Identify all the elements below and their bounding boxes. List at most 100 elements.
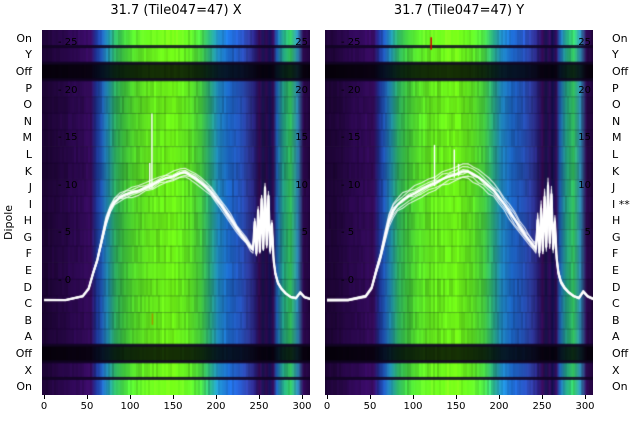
x-tick-label: 200	[489, 401, 509, 412]
row-label: N	[23, 114, 32, 128]
x-tick-label: 300	[292, 401, 312, 412]
row-label: Off	[15, 64, 32, 78]
heatmap-panel-y	[325, 30, 593, 395]
y-tick-label: 5	[301, 227, 308, 239]
row-label: K	[24, 164, 32, 178]
row-label: J	[612, 181, 616, 195]
y-tick-label: 5	[584, 227, 591, 239]
row-label: A	[612, 330, 620, 344]
y-tick-label: - 0	[341, 275, 355, 286]
x-tick-mark	[130, 395, 131, 399]
y-tick-label: - 5	[58, 227, 72, 239]
x-tick-label: 200	[206, 401, 226, 412]
x-tick-mark	[44, 395, 45, 399]
row-label: Y	[612, 48, 619, 62]
row-label: On	[612, 380, 628, 394]
y-tick-label: - 0	[58, 275, 72, 286]
heatmap-canvas-y	[325, 30, 593, 395]
x-tick-mark	[87, 395, 88, 399]
row-label: D	[612, 280, 621, 294]
x-tick-mark	[499, 395, 500, 399]
row-label: E	[25, 264, 32, 278]
y-tick-label: 15	[578, 132, 591, 144]
y-tick-label: - 5	[341, 227, 355, 239]
x-tick-label: 150	[163, 401, 183, 412]
x-tick-label: 250	[532, 401, 552, 412]
row-label: On	[16, 31, 32, 45]
row-label: A	[24, 330, 32, 344]
y-tick-label: - 15	[58, 132, 78, 144]
x-tick-label: 50	[80, 401, 94, 412]
row-label: O	[23, 98, 32, 112]
row-label: F	[612, 247, 619, 261]
row-label: G	[612, 230, 621, 244]
row-label: K	[612, 164, 620, 178]
row-label: Off	[15, 347, 32, 361]
row-label: N	[612, 114, 621, 128]
y-tick-label: 20	[295, 84, 308, 96]
row-label: Off	[612, 64, 629, 78]
y-tick-label: - 25	[341, 37, 361, 48]
row-label: X	[612, 363, 620, 377]
row-label: E	[612, 264, 619, 278]
x-tick-mark	[542, 395, 543, 399]
row-label: M	[22, 131, 33, 145]
y-tick-label: 25	[578, 37, 591, 48]
row-label: Y	[25, 48, 32, 62]
y-tick-label: 20	[578, 84, 591, 96]
x-tick-mark	[173, 395, 174, 399]
row-label: L	[25, 147, 32, 161]
row-label: On	[612, 31, 628, 45]
row-label: L	[612, 147, 619, 161]
row-label: B	[24, 313, 32, 327]
y-tick-label: - 10	[341, 179, 361, 191]
row-label: H	[23, 214, 32, 228]
x-tick-label: 0	[323, 401, 331, 412]
row-label: X	[24, 363, 32, 377]
x-tick-mark	[413, 395, 414, 399]
x-tick-mark	[370, 395, 371, 399]
row-label: Off	[612, 347, 629, 361]
x-tick-mark	[456, 395, 457, 399]
x-tick-label: 250	[249, 401, 269, 412]
y-tick-label: - 10	[58, 179, 78, 191]
y-tick-label: 15	[295, 132, 308, 144]
x-tick-label: 100	[403, 401, 423, 412]
x-tick-mark	[585, 395, 586, 399]
row-label: I	[28, 197, 32, 211]
row-label: H	[612, 214, 621, 228]
row-label: G	[23, 230, 32, 244]
y-tick-label: - 15	[341, 132, 361, 144]
x-tick-label: 150	[446, 401, 466, 412]
x-tick-mark	[327, 395, 328, 399]
x-tick-label: 0	[40, 401, 48, 412]
row-label: C	[24, 297, 32, 311]
row-label: J	[28, 181, 32, 195]
heatmap-canvas-x	[42, 30, 310, 395]
y-tick-label: 10	[295, 179, 308, 191]
row-label: M	[612, 131, 622, 145]
row-label: P	[612, 81, 619, 95]
x-tick-mark	[259, 395, 260, 399]
x-tick-label: 50	[363, 401, 377, 412]
heatmap-panel-x	[42, 30, 310, 395]
x-tick-mark	[302, 395, 303, 399]
panel-title-y: 31.7 (Tile047=47) Y	[393, 3, 525, 18]
y-tick-label: - 20	[341, 84, 361, 96]
row-label: I **	[612, 197, 630, 211]
x-tick-mark	[216, 395, 217, 399]
x-tick-label: 100	[120, 401, 140, 412]
y-tick-label: 10	[578, 179, 591, 191]
panel-title-x: 31.7 (Tile047=47) X	[110, 3, 242, 18]
row-label: F	[25, 247, 32, 261]
x-tick-label: 300	[575, 401, 595, 412]
row-label: D	[23, 280, 32, 294]
row-label: B	[612, 313, 620, 327]
y-tick-label: - 20	[58, 84, 78, 96]
y-tick-label: - 25	[58, 37, 78, 48]
y-tick-label: 25	[295, 37, 308, 48]
row-label: O	[612, 98, 621, 112]
row-label: On	[16, 380, 32, 394]
row-label: P	[25, 81, 32, 95]
